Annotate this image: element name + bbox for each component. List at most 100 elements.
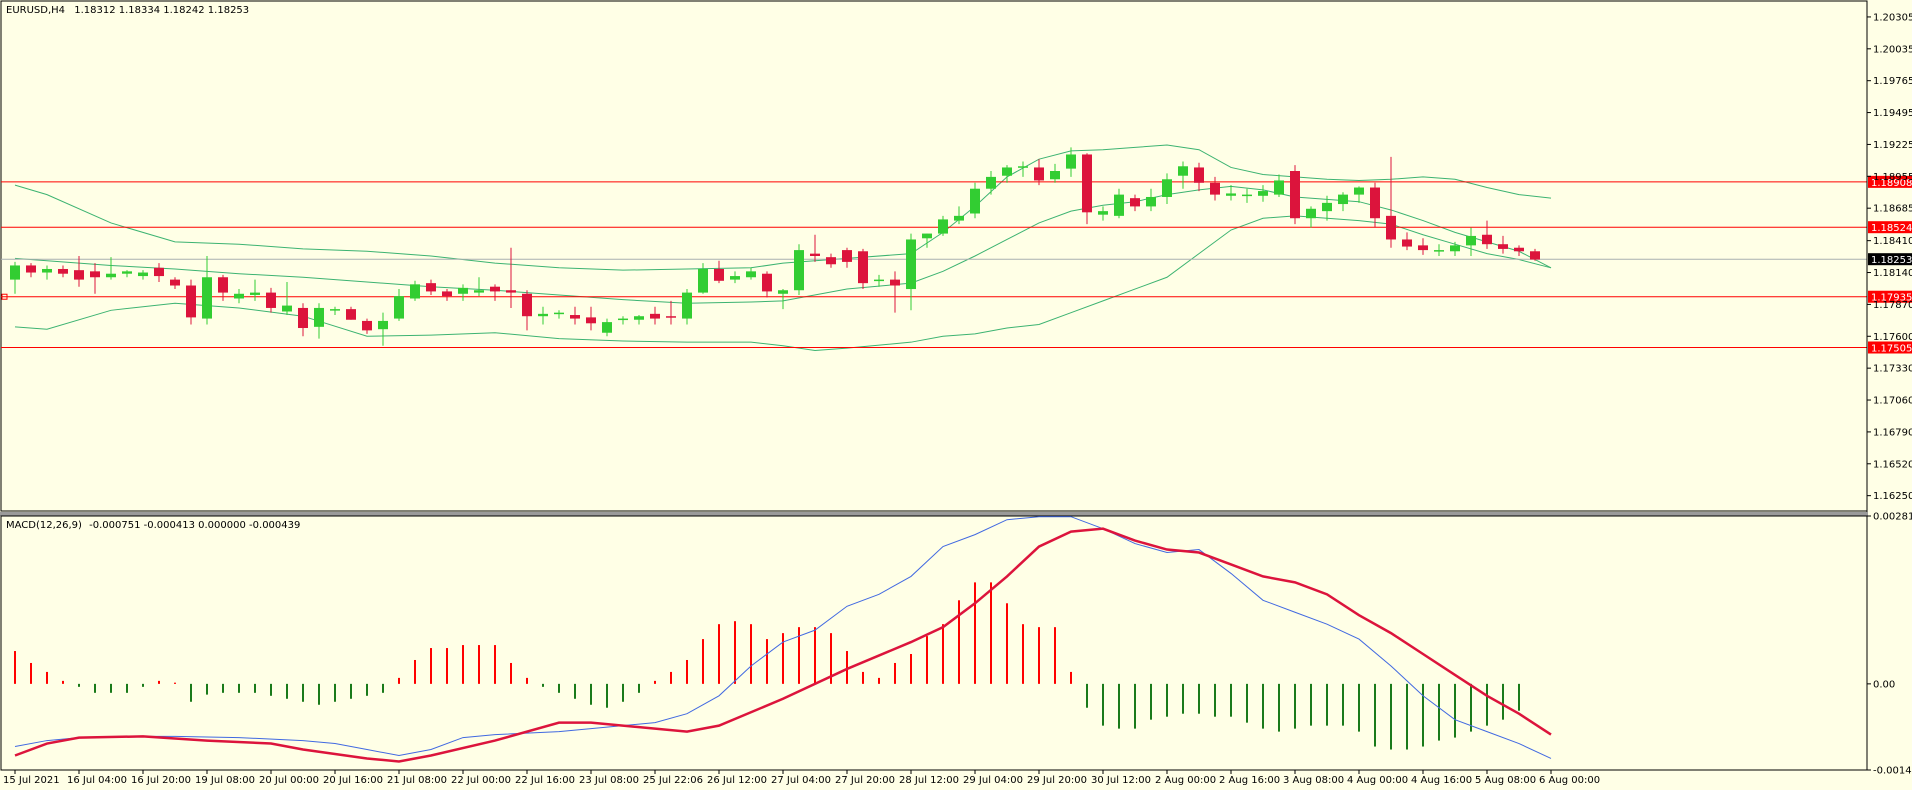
bull-candle bbox=[1178, 166, 1188, 176]
bull-candle bbox=[1114, 194, 1124, 216]
bear-candle bbox=[762, 273, 772, 292]
symbol-name: EURUSD,H4 bbox=[6, 5, 65, 16]
macd-tick-label: 0.00 bbox=[1873, 679, 1895, 690]
bull-candle bbox=[202, 277, 212, 319]
bull-candle bbox=[778, 290, 788, 294]
bear-candle bbox=[442, 291, 452, 297]
level-price-label: 1.17935 bbox=[1871, 293, 1912, 304]
bull-candle bbox=[874, 279, 884, 282]
time-tick-label: 25 Jul 22:06 bbox=[643, 775, 703, 786]
bull-candle bbox=[1066, 154, 1076, 169]
price-tick-label: 1.19495 bbox=[1873, 108, 1912, 119]
bull-candle bbox=[906, 239, 916, 290]
time-tick-label: 4 Aug 16:00 bbox=[1411, 775, 1472, 786]
price-tick-label: 1.16520 bbox=[1873, 459, 1912, 470]
price-pane[interactable]: 1.18908 1.18524 1.17935 1.17505 1.18253 1.20… bbox=[0, 0, 1912, 770]
bear-candle bbox=[218, 277, 228, 293]
bull-candle bbox=[1258, 191, 1268, 196]
time-tick-label: 21 Jul 08:00 bbox=[387, 775, 447, 786]
current-price-tag bbox=[1868, 253, 1912, 266]
level-price-tag bbox=[1868, 290, 1912, 303]
bull-candle bbox=[42, 268, 52, 273]
bull-candle bbox=[1354, 187, 1364, 195]
macd-plot bbox=[14, 516, 1552, 763]
bull-candle bbox=[1018, 166, 1028, 168]
pane-separator[interactable] bbox=[0, 512, 1868, 516]
bull-candle bbox=[1242, 194, 1252, 197]
bear-candle bbox=[506, 290, 516, 293]
bull-candle bbox=[314, 307, 324, 327]
bear-candle bbox=[74, 270, 84, 280]
bear-candle bbox=[1210, 182, 1220, 195]
bear-candle bbox=[1386, 215, 1396, 240]
bear-candle bbox=[1530, 251, 1540, 260]
bear-candle bbox=[1194, 167, 1204, 183]
bear-candle bbox=[362, 320, 372, 331]
bull-candle bbox=[954, 215, 964, 221]
price-tick-label: 1.18955 bbox=[1873, 172, 1912, 183]
bear-candle bbox=[1370, 187, 1380, 219]
bear-candle bbox=[58, 268, 68, 274]
bull-candle bbox=[1466, 235, 1476, 246]
bull-candle bbox=[970, 188, 980, 214]
time-tick-label: 29 Jul 04:00 bbox=[963, 775, 1023, 786]
bull-candle bbox=[250, 292, 260, 295]
bear-candle bbox=[490, 286, 500, 292]
bear-candle bbox=[1498, 244, 1508, 249]
price-tick-label: 1.20035 bbox=[1873, 44, 1912, 55]
bear-candle bbox=[170, 279, 180, 286]
bull-candle bbox=[234, 293, 244, 299]
bull-candle bbox=[282, 305, 292, 312]
time-tick-label: 3 Aug 08:00 bbox=[1283, 775, 1344, 786]
time-tick-label: 22 Jul 16:00 bbox=[515, 775, 575, 786]
time-axis: 15 Jul 2021 16 Jul 04:00 16 Jul 20:00 19 Ju… bbox=[1, 769, 1867, 786]
time-tick-label: 5 Aug 08:00 bbox=[1475, 775, 1536, 786]
bull-candle bbox=[986, 176, 996, 189]
bull-candle bbox=[698, 268, 708, 293]
time-tick-label: 27 Jul 04:00 bbox=[771, 775, 831, 786]
time-tick-label: 26 Jul 12:00 bbox=[707, 775, 767, 786]
bull-candle bbox=[10, 265, 20, 280]
time-tick-label: 20 Jul 00:00 bbox=[259, 775, 319, 786]
bear-candle bbox=[1082, 154, 1092, 213]
macd-axis: 0.002812 0.00 -0.001443 bbox=[1867, 512, 1912, 777]
bear-candle bbox=[858, 251, 868, 284]
bull-candle bbox=[1450, 245, 1460, 252]
time-tick-label: 28 Jul 12:00 bbox=[899, 775, 959, 786]
bollinger-lower-line bbox=[14, 215, 1552, 351]
time-tick-label: 2 Aug 16:00 bbox=[1219, 775, 1280, 786]
bull-candle bbox=[922, 233, 932, 239]
bear-candle bbox=[90, 271, 100, 278]
bear-candle bbox=[522, 293, 532, 317]
level-price-tag bbox=[1868, 221, 1912, 234]
time-tick-label: 16 Jul 20:00 bbox=[131, 775, 191, 786]
level-anchor-icon bbox=[1, 293, 8, 300]
level-price-tag bbox=[1868, 341, 1912, 354]
bull-candle bbox=[410, 284, 420, 299]
bull-candle bbox=[474, 290, 484, 293]
bear-candle bbox=[714, 268, 724, 281]
bear-candle bbox=[1482, 234, 1492, 245]
time-tick-label: 2 Aug 00:00 bbox=[1155, 775, 1216, 786]
time-tick-label: 15 Jul 2021 bbox=[3, 775, 60, 786]
horizontal-levels[interactable]: 1.18908 1.18524 1.17935 1.17505 1.18253 bbox=[1, 175, 1912, 355]
level-price-tag bbox=[1868, 175, 1912, 188]
time-tick-label: 4 Aug 00:00 bbox=[1347, 775, 1408, 786]
price-tick-label: 1.16790 bbox=[1873, 427, 1912, 438]
level-price-label: 1.18524 bbox=[1871, 223, 1912, 234]
bear-candle bbox=[26, 265, 36, 273]
time-tick-label: 20 Jul 16:00 bbox=[323, 775, 383, 786]
macd-signal-line bbox=[14, 516, 1552, 759]
macd-tick-label: -0.001443 bbox=[1873, 766, 1912, 777]
bear-candle bbox=[426, 283, 436, 292]
bear-candle bbox=[1290, 171, 1300, 219]
price-tick-label: 1.20305 bbox=[1873, 12, 1912, 23]
bull-candle bbox=[1306, 208, 1316, 219]
price-tick-label: 1.19765 bbox=[1873, 76, 1912, 87]
symbol-ohlc: 1.18312 1.18334 1.18242 1.18253 bbox=[74, 5, 249, 16]
bull-candle bbox=[554, 312, 564, 315]
time-tick-label: 6 Aug 00:00 bbox=[1539, 775, 1600, 786]
bear-candle bbox=[266, 292, 276, 308]
